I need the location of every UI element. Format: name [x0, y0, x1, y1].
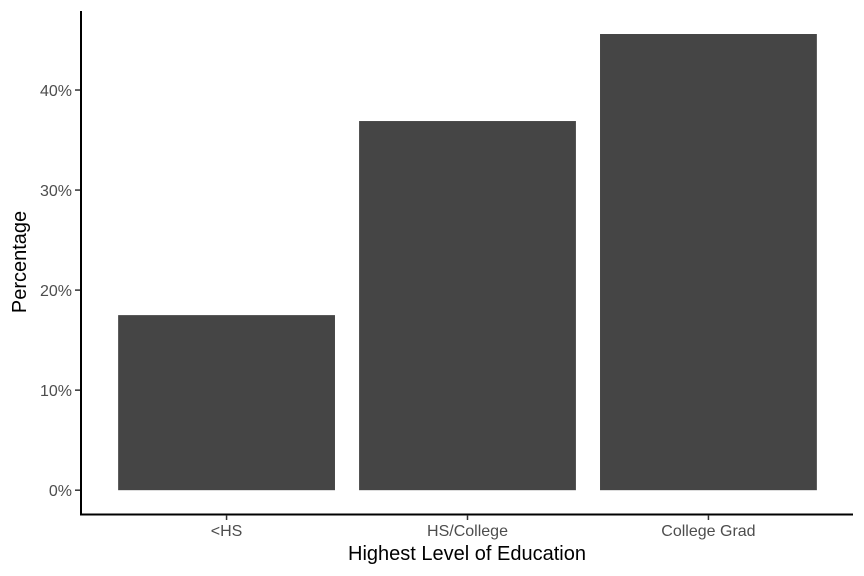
- bar-2: [600, 34, 817, 491]
- x-tick-label: HS/College: [427, 523, 508, 540]
- x-axis-title: Highest Level of Education: [348, 543, 586, 565]
- x-tick-label: <HS: [211, 523, 243, 540]
- y-tick-label: 20%: [40, 283, 72, 300]
- bar-0: [118, 315, 335, 491]
- y-tick-label: 10%: [40, 383, 72, 400]
- y-axis: 0% 10% 20% 30% 40%: [40, 11, 82, 515]
- y-tick-label: 0%: [49, 483, 72, 500]
- bars-layer: [118, 34, 817, 491]
- x-axis: <HS HS/College College Grad: [80, 513, 853, 540]
- y-axis-title: Percentage: [9, 211, 31, 313]
- y-tick-label: 40%: [40, 83, 72, 100]
- x-tick-label: College Grad: [661, 523, 755, 540]
- bar-1: [359, 121, 576, 491]
- y-tick-label: 30%: [40, 183, 72, 200]
